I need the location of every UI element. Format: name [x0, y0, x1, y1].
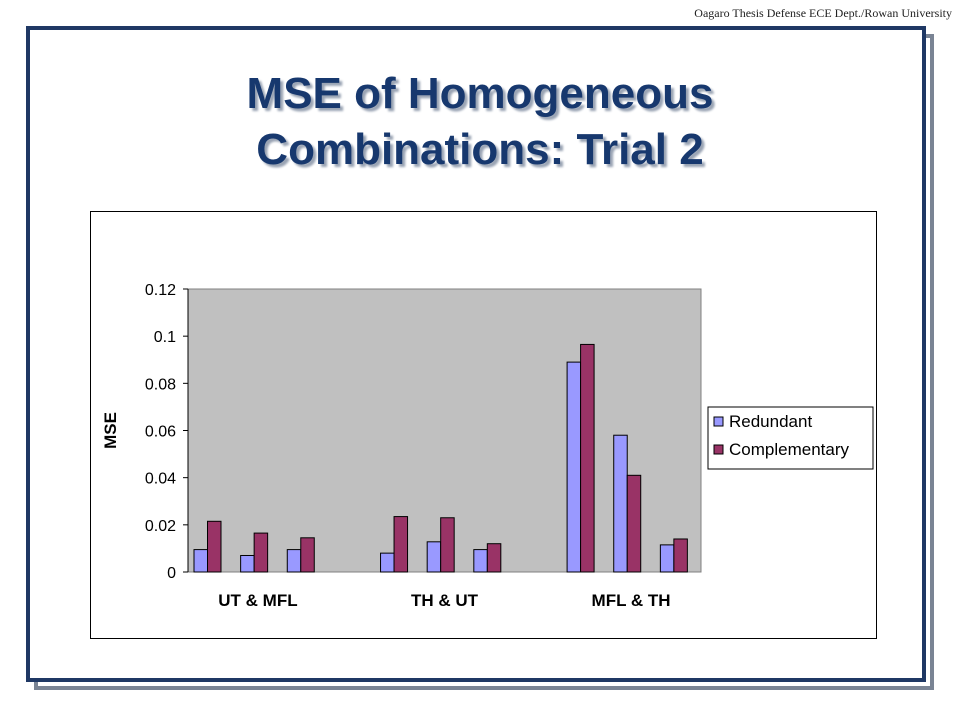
bar-complementary-2: [300, 537, 315, 573]
legend-swatch-redundant: [713, 416, 724, 427]
x-category-label: UT & MFL: [218, 591, 297, 610]
bar-redundant-1: [240, 554, 255, 573]
bar-chart: 0 0.02 0.04 0.06 0.08 0.1 0.12 MSE UT & MFL TH & …: [101, 282, 874, 610]
y-tick-label: 0.08: [145, 376, 176, 393]
header-note: Oagaro Thesis Defense ECE Dept./Rowan Un…: [694, 6, 952, 20]
y-axis-label: MSE: [101, 412, 120, 449]
bar-redundant-9: [613, 434, 628, 573]
slide-title-line-2: Combinations: Trial 2: [256, 125, 704, 174]
legend: [707, 406, 874, 470]
x-category-label: TH & UT: [411, 591, 479, 610]
x-category-label: MFL & TH: [592, 591, 671, 610]
bar-complementary-5: [440, 517, 455, 573]
bar-complementary-0: [207, 520, 222, 573]
y-tick-label: 0.1: [154, 329, 176, 346]
bar-complementary-6: [486, 543, 502, 573]
legend-label-redundant: Redundant: [729, 412, 812, 431]
slide-title-line-1: MSE of Homogeneous: [246, 69, 714, 118]
chart-container: 0 0.02 0.04 0.06 0.08 0.1 0.12 MSE UT & MFL TH & …: [90, 211, 877, 639]
bar-redundant-8: [566, 361, 582, 573]
bar-complementary-8: [580, 343, 595, 573]
bar-complementary-10: [673, 538, 688, 573]
y-tick-label: 0.06: [145, 424, 176, 441]
bar-complementary-1: [253, 532, 269, 573]
y-tick-label: 0.12: [145, 282, 176, 299]
y-tick-label: 0.04: [145, 471, 176, 488]
bar-redundant-0: [193, 549, 208, 573]
y-tick-label: 0.02: [145, 518, 176, 535]
bar-complementary-4: [393, 516, 409, 573]
bar-redundant-10: [659, 544, 675, 573]
slide-title: MSE of Homogeneous Combinations: Trial 2: [80, 66, 880, 178]
bar-redundant-6: [473, 549, 488, 573]
bar-redundant-4: [380, 552, 395, 573]
y-tick-label: 0: [167, 565, 176, 582]
bar-complementary-9: [626, 474, 642, 573]
bar-redundant-5: [426, 541, 442, 573]
legend-swatch-complementary: [713, 444, 724, 455]
legend-label-complementary: Complementary: [729, 440, 849, 459]
bar-redundant-2: [286, 549, 302, 573]
